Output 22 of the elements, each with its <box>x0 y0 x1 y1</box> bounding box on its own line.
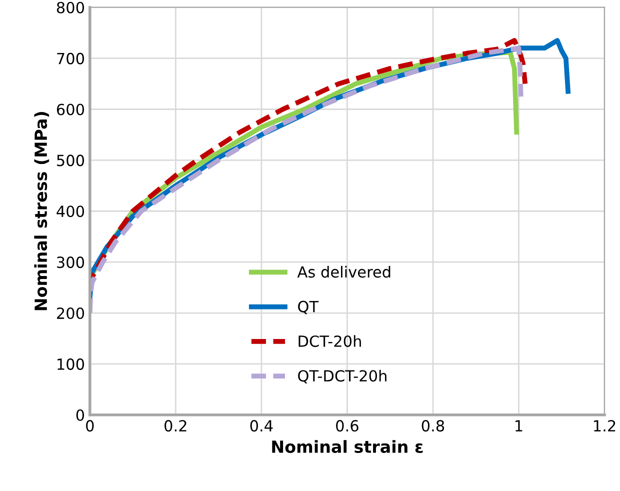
y-tick-label: 100 <box>58 358 84 370</box>
y-tick-label: 300 <box>57 256 84 268</box>
y-tick-label: 400 <box>56 206 84 218</box>
x-tick-label: 0 <box>86 420 94 432</box>
y-tick-label: 500 <box>57 154 84 166</box>
x-axis-title: Nominal strain ε <box>272 440 423 453</box>
legend-label: QT-DCT-20h <box>298 370 386 384</box>
y-tick-label: 0 <box>76 409 84 421</box>
y-tick-label: 600 <box>56 104 84 116</box>
legend-label: QT <box>298 300 319 314</box>
x-tick-label: 0.6 <box>336 420 358 432</box>
y-tick-label: 700 <box>57 52 84 64</box>
x-tick-label: 1.2 <box>594 420 616 432</box>
x-tick-label: 1 <box>516 420 522 432</box>
x-tick-label: 0.4 <box>250 420 273 432</box>
y-tick-label: 200 <box>56 307 84 320</box>
y-axis-title: Nominal stress (MPa) <box>34 112 50 310</box>
y-tick-label: 800 <box>56 2 84 14</box>
legend-label: DCT-20h <box>298 335 361 347</box>
legend-label: As delivered <box>297 266 390 278</box>
x-tick-label: 0.2 <box>164 420 186 432</box>
x-tick-label: 0.8 <box>422 420 444 432</box>
